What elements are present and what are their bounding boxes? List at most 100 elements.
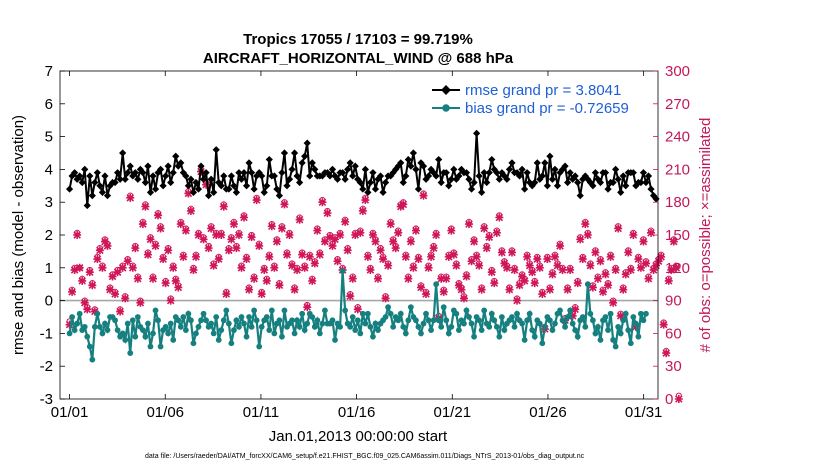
obs-possible-point xyxy=(281,199,288,206)
obs-possible-point xyxy=(94,253,101,260)
bias-point xyxy=(99,330,106,337)
rmse-point xyxy=(283,182,291,190)
obs-possible-point xyxy=(503,262,511,269)
bias-point xyxy=(584,281,591,288)
y-right-tick-label: 270 xyxy=(665,96,690,113)
bias-point xyxy=(162,323,169,330)
obs-possible-point xyxy=(637,262,645,269)
obs-possible-point xyxy=(286,229,293,236)
obs-possible-point xyxy=(195,229,202,236)
bias-point xyxy=(215,337,222,343)
bias-point xyxy=(319,320,326,327)
bias-point xyxy=(253,317,260,324)
rmse-point xyxy=(371,185,380,193)
legend-bias-marker xyxy=(442,104,450,112)
rmse-point xyxy=(566,169,574,177)
obs-possible-point xyxy=(215,253,222,260)
bias-point xyxy=(241,320,247,327)
rmse-point xyxy=(156,165,165,173)
rmse-point xyxy=(558,165,567,173)
rmse-point xyxy=(589,182,597,190)
obs-possible-point xyxy=(640,236,647,243)
rmse-point xyxy=(424,172,433,180)
rmse-point xyxy=(76,172,84,180)
rmse-point xyxy=(139,169,147,177)
obs-possible-point xyxy=(367,264,374,271)
bias-point xyxy=(91,323,98,330)
rmse-point xyxy=(111,178,119,187)
bias-point xyxy=(238,314,245,320)
obs-possible-point xyxy=(420,190,427,197)
y-right-tick-label: 210 xyxy=(665,161,690,178)
rmse-point xyxy=(452,175,460,183)
bias-point xyxy=(468,320,475,327)
rmse-point xyxy=(485,169,493,177)
bias-point xyxy=(526,310,533,317)
rmse-point xyxy=(167,178,175,187)
rmse-point xyxy=(164,162,172,170)
rmse-point xyxy=(503,175,511,183)
y-tick-label: 7 xyxy=(45,63,53,80)
bias-point xyxy=(478,327,485,334)
legend-bias-label: bias grand pr = -0.72659 xyxy=(465,100,629,117)
obs-possible-point xyxy=(478,284,485,291)
obs-possible-point xyxy=(592,247,599,254)
bias-point xyxy=(521,337,528,343)
bias-point xyxy=(627,340,634,347)
axis-ticks: 01/01 01/06 01/11 01/16 01/21 01/26 01/31 -3 -2 -… xyxy=(40,63,690,421)
rmse-point xyxy=(278,169,286,177)
obs-possible-point xyxy=(630,229,637,236)
rmse-point xyxy=(78,178,86,187)
bias-point xyxy=(610,337,617,343)
bias-point xyxy=(382,314,389,320)
bias-point xyxy=(167,320,174,327)
rmse-point xyxy=(596,178,605,187)
bias-point xyxy=(562,323,568,330)
obs-possible-point xyxy=(627,264,634,271)
obs-possible-point xyxy=(144,249,152,256)
obs-possible-point xyxy=(324,207,331,215)
rmse-point xyxy=(528,182,536,190)
bias-point xyxy=(589,317,596,324)
obs-possible-point xyxy=(417,282,425,289)
obs-possible-point xyxy=(473,251,480,258)
obs-possible-point xyxy=(572,304,579,311)
obs-possible-point xyxy=(582,218,589,225)
bias-point xyxy=(316,330,323,337)
obs-possible-point xyxy=(372,236,379,243)
rmse-point xyxy=(212,146,220,154)
rmse-point xyxy=(609,178,617,187)
obs-possible-point xyxy=(534,253,541,260)
obs-possible-point xyxy=(258,288,265,295)
obs-possible-point xyxy=(440,286,447,293)
obs-possible-point xyxy=(524,251,531,258)
bias-point xyxy=(258,323,265,330)
obs-possible-point xyxy=(463,271,470,278)
obs-possible-point xyxy=(230,218,237,225)
rmse-point xyxy=(551,165,559,173)
obs-possible-point xyxy=(316,249,323,256)
obs-possible-point xyxy=(68,286,76,293)
bias-point xyxy=(466,314,472,320)
obs-possible-point xyxy=(314,225,321,232)
rmse-point xyxy=(462,169,471,177)
obs-possible-point xyxy=(253,194,260,201)
rmse-point xyxy=(275,192,283,200)
bias-point xyxy=(200,310,207,317)
bias-point xyxy=(69,314,75,320)
rmse-point xyxy=(81,165,89,173)
obs-possible-point xyxy=(248,231,255,239)
obs-possible-point xyxy=(427,251,435,258)
obs-possible-point xyxy=(336,229,344,236)
rmse-point xyxy=(114,169,122,177)
bias-point xyxy=(509,314,515,320)
bias-point xyxy=(122,337,129,343)
bias-point xyxy=(488,310,495,317)
bias-point xyxy=(134,314,141,320)
rmse-point xyxy=(422,175,430,183)
bias-point xyxy=(309,314,316,320)
bias-point xyxy=(514,310,520,317)
rmse-point xyxy=(414,185,423,193)
legend-rmse-label: rmse grand pr = 3.8041 xyxy=(465,82,621,99)
obs-possible-point xyxy=(114,266,121,274)
